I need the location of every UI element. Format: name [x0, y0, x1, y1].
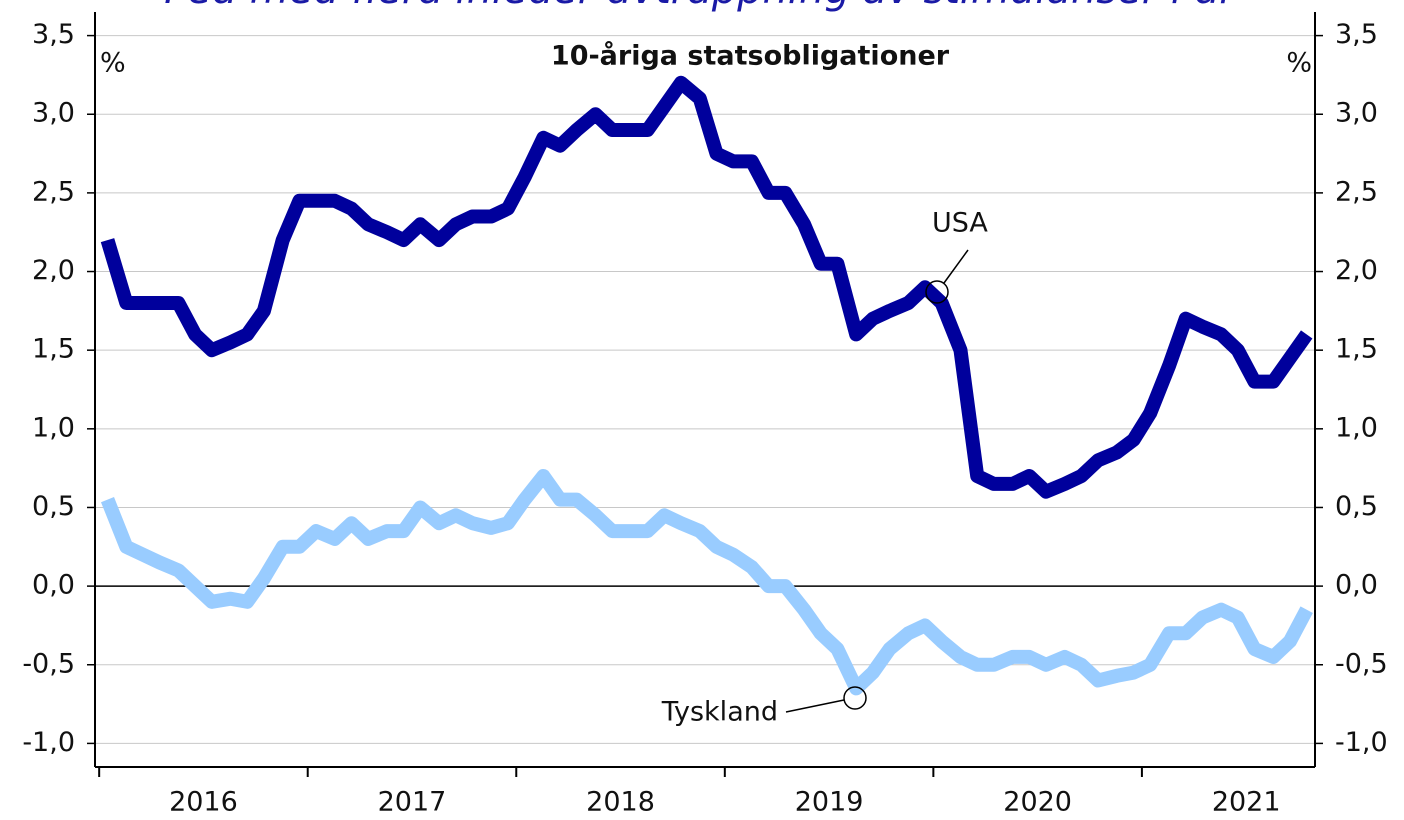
annotation-label: Tyskland — [661, 697, 778, 728]
y-tick-label: -0,5 — [22, 648, 75, 679]
chart-title: Fed med flera inleder avtrappning av sti… — [164, 0, 1238, 13]
y-tick-label: 1,5 — [32, 334, 75, 365]
y2-tick-label: 1,0 — [1335, 412, 1378, 443]
y2-tick-label: -1,0 — [1335, 727, 1388, 758]
annotation-marker — [925, 280, 949, 304]
y2-tick-label: 2,5 — [1335, 176, 1378, 207]
y-tick-label: 2,0 — [32, 255, 75, 286]
y2-tick-label: 2,0 — [1335, 255, 1378, 286]
y-tick-label: 3,5 — [32, 19, 75, 50]
y-tick-label: 0,0 — [32, 570, 75, 601]
annotation-label: USA — [932, 208, 988, 239]
x-tick-label: 2020 — [1003, 787, 1072, 818]
y-unit: % — [100, 48, 126, 79]
y-tick-label: -1,0 — [22, 727, 75, 758]
y2-tick-label: 3,0 — [1335, 98, 1378, 129]
series-line — [100, 75, 1313, 499]
x-tick-label: 2017 — [378, 787, 447, 818]
y-tick-label: 0,5 — [32, 491, 75, 522]
annotation-leader — [785, 699, 845, 713]
y2-unit: % — [1286, 48, 1312, 79]
chart-subtitle: 10-åriga statsobligationer — [551, 40, 950, 72]
y2-tick-label: -0,5 — [1335, 648, 1388, 679]
x-tick-label: 2018 — [586, 787, 655, 818]
y2-tick-label: 1,5 — [1335, 334, 1378, 365]
y-tick-label: 2,5 — [32, 176, 75, 207]
x-tick-label: 2016 — [169, 787, 238, 818]
y2-tick-label: 3,5 — [1335, 19, 1378, 50]
y-tick-label: 3,0 — [32, 98, 75, 129]
y2-tick-label: 0,0 — [1335, 570, 1378, 601]
annotation-leader — [943, 249, 969, 284]
y2-tick-label: 0,5 — [1335, 491, 1378, 522]
annotation-marker — [843, 686, 867, 710]
x-tick-label: 2021 — [1212, 787, 1281, 818]
y-tick-label: 1,0 — [32, 412, 75, 443]
series-line — [100, 469, 1313, 696]
x-tick-label: 2019 — [795, 787, 864, 818]
